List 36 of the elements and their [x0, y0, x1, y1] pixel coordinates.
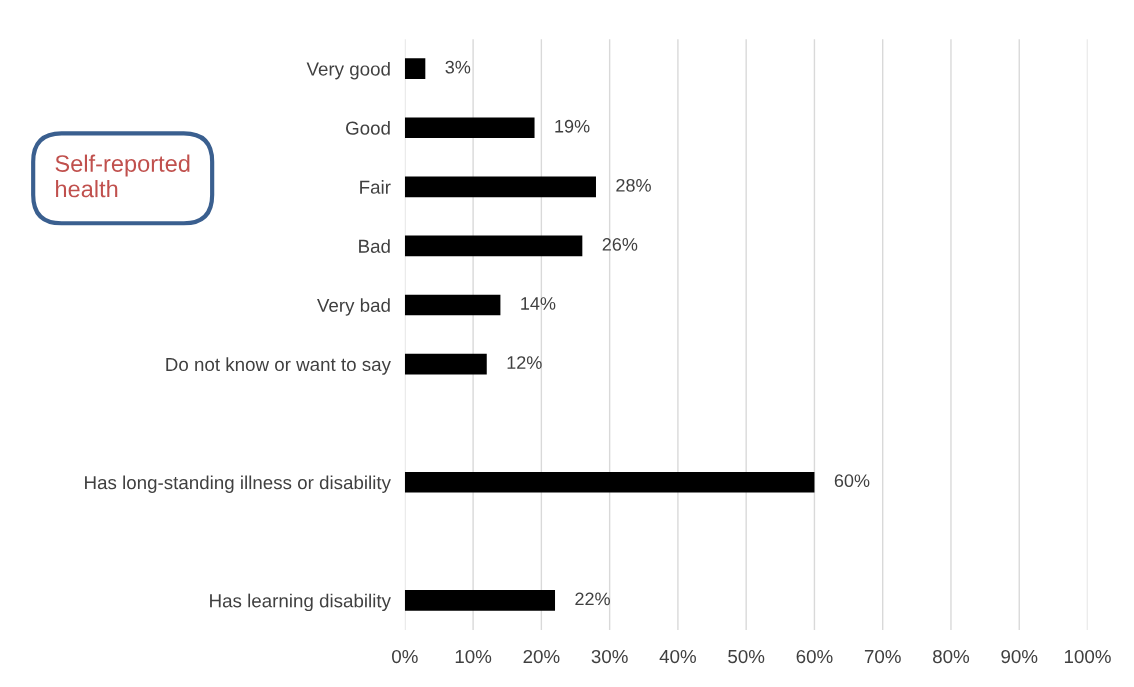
y-tick-label: Do not know or want to say	[166, 357, 391, 375]
bar	[404, 117, 535, 139]
bar	[404, 235, 583, 257]
y-tick-label: Has learning disability	[210, 593, 391, 612]
y-tick-label: Very bad	[317, 298, 390, 316]
y-tick-label: Very good	[306, 61, 390, 80]
bar	[404, 471, 815, 493]
data-label: 19%	[555, 119, 590, 133]
x-tick-label: 80%	[933, 649, 970, 664]
bar	[404, 176, 596, 198]
data-label: 22%	[575, 592, 610, 606]
x-tick-label: 40%	[659, 649, 696, 664]
data-label: 14%	[521, 297, 556, 310]
y-tick-label: Has long-standing illness or disability	[85, 475, 391, 493]
x-tick-label: 10%	[455, 649, 492, 664]
data-label: 12%	[507, 356, 542, 369]
bar	[404, 590, 556, 611]
text: Self-reported health	[55, 154, 190, 198]
x-tick-label: 90%	[1001, 649, 1038, 664]
y-tick-label: Fair	[360, 180, 391, 194]
x-tick-label: 70%	[864, 649, 901, 664]
y-tick-label: Good	[346, 120, 390, 135]
x-tick-label: 30%	[591, 649, 628, 664]
x-tick-label: 100%	[1064, 649, 1111, 664]
bar	[404, 294, 501, 316]
bar	[404, 58, 426, 80]
x-tick-label: 50%	[728, 649, 765, 664]
bar	[404, 353, 487, 375]
data-label: 26%	[602, 238, 638, 251]
data-label: 60%	[834, 474, 870, 488]
data-label: 28%	[616, 178, 651, 192]
y-tick-label: Bad	[359, 239, 390, 253]
x-tick-label: 0%	[392, 649, 418, 664]
x-tick-label: 20%	[523, 649, 560, 664]
data-label: 3%	[445, 60, 471, 74]
x-tick-label: 60%	[796, 649, 833, 664]
